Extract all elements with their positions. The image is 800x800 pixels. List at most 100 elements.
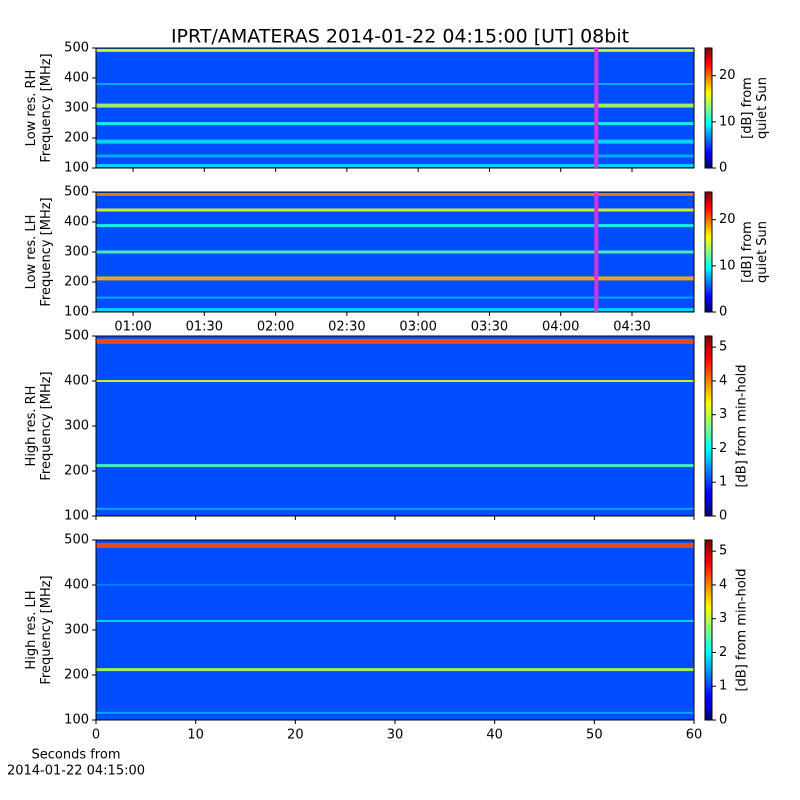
y-tick-label: 300 — [64, 623, 89, 638]
y-tick-label: 200 — [64, 275, 89, 290]
x-axis-label: 2014-01-22 04:15:00 — [7, 764, 145, 779]
colorbar — [704, 335, 713, 517]
colorbar-tick-label: 10 — [719, 258, 736, 273]
y-axis-label: Low res. RH — [24, 70, 39, 147]
x-tick-label: 03:30 — [471, 320, 508, 335]
colorbar — [704, 191, 713, 313]
colorbar-tick-label: 1 — [719, 679, 727, 694]
y-tick-label: 500 — [64, 185, 89, 200]
colorbar-label: [dB] from min-hold — [735, 568, 750, 691]
x-tick-label: 02:30 — [328, 320, 365, 335]
y-tick-label: 300 — [64, 245, 89, 260]
colorbar-tick-label: 3 — [719, 611, 727, 626]
x-tick-label: 40 — [486, 728, 503, 743]
colorbar-tick-label: 2 — [719, 645, 727, 660]
y-tick-label: 300 — [64, 419, 89, 434]
y-axis-label: Low res. LH — [24, 215, 39, 290]
y-axis-label: Frequency [MHz] — [39, 197, 54, 306]
colorbar-label: [dB] from — [740, 77, 755, 139]
x-axis-label: Seconds from — [31, 748, 120, 763]
colorbar-label: quiet Sun — [755, 221, 770, 283]
colorbar — [704, 539, 713, 721]
colorbar-tick-label: 0 — [719, 509, 727, 524]
y-axis-label: Frequency [MHz] — [39, 371, 54, 480]
spectrogram-band — [96, 308, 694, 312]
y-tick-label: 400 — [64, 71, 89, 86]
x-tick-label: 01:00 — [114, 320, 151, 335]
y-tick-label: 400 — [64, 215, 89, 230]
y-tick-label: 300 — [64, 101, 89, 116]
spectrogram-band — [96, 103, 694, 108]
y-tick-label: 400 — [64, 578, 89, 593]
x-tick-label: 50 — [586, 728, 603, 743]
x-tick-label: 04:30 — [613, 320, 650, 335]
spectrogram-image — [96, 336, 694, 516]
x-tick-label: 04:00 — [542, 320, 579, 335]
colorbar-tick-label: 4 — [719, 373, 727, 388]
spectrogram-band — [96, 542, 694, 548]
spectrogram-band — [96, 507, 694, 510]
spectrogram-band — [96, 224, 694, 228]
colorbar-tick-label: 0 — [719, 161, 727, 176]
spectrogram-band — [96, 122, 694, 126]
colorbar-tick-label: 2 — [719, 441, 727, 456]
spectrogram-band — [96, 250, 694, 254]
panel: 100 200 300 400 500 High res. RH Frequency [MH… — [24, 329, 750, 524]
colorbar-tick-label: 20 — [719, 212, 736, 227]
colorbar-tick-label: 0 — [719, 713, 727, 728]
y-tick-label: 100 — [64, 161, 89, 176]
x-tick-label: 03:00 — [399, 320, 436, 335]
chart-title: IPRT/AMATERAS 2014-01-22 04:15:00 [UT] 0… — [171, 26, 629, 48]
x-tick-label: 02:00 — [257, 320, 294, 335]
colorbar-tick-label: 4 — [719, 577, 727, 592]
panel: 01:00 01:30 02:00 02:30 03:00 03:30 04:00 04:30… — [24, 185, 770, 335]
y-axis-label: Frequency [MHz] — [39, 575, 54, 684]
spectrogram-band — [96, 276, 694, 281]
spectrogram-band — [96, 464, 694, 468]
colorbar-tick-label: 20 — [719, 68, 736, 83]
colorbar-tick-label: 5 — [719, 544, 727, 559]
y-tick-label: 100 — [64, 305, 89, 320]
spectrogram-band — [96, 48, 694, 52]
y-tick-label: 200 — [64, 131, 89, 146]
x-tick-label: 60 — [686, 728, 703, 743]
x-tick-label: 0 — [92, 728, 100, 743]
spectrogram-band — [96, 296, 694, 299]
colorbar-label: [dB] from — [740, 221, 755, 283]
spectrogram-band — [96, 711, 694, 714]
spectrogram-band — [96, 668, 694, 672]
spectrogram-image — [96, 540, 694, 720]
spectrogram-image — [96, 48, 694, 168]
y-axis-label: High res. RH — [24, 386, 39, 467]
colorbar-tick-label: 0 — [719, 305, 727, 320]
x-tick-label: 10 — [187, 728, 204, 743]
colorbar-tick-label: 1 — [719, 475, 727, 490]
y-tick-label: 200 — [64, 668, 89, 683]
y-tick-label: 500 — [64, 329, 89, 344]
spectrogram-band — [96, 338, 694, 344]
spectrogram-band — [96, 164, 694, 168]
y-tick-label: 100 — [64, 509, 89, 524]
spectrogram-band — [96, 192, 694, 196]
y-axis-label: Frequency [MHz] — [39, 53, 54, 162]
y-tick-label: 200 — [64, 464, 89, 479]
x-tick-label: 30 — [387, 728, 404, 743]
x-tick-label: 01:30 — [186, 320, 223, 335]
y-tick-label: 500 — [64, 533, 89, 548]
x-tick-label: 20 — [287, 728, 304, 743]
colorbar-tick-label: 5 — [719, 340, 727, 355]
y-tick-label: 400 — [64, 374, 89, 389]
spectrogram-band — [96, 620, 694, 622]
spectrogram-band — [96, 380, 694, 382]
y-tick-label: 500 — [64, 41, 89, 56]
y-axis-label: High res. LH — [24, 590, 39, 669]
spectrogram-band — [96, 154, 694, 158]
spectrogram-band — [96, 139, 694, 144]
colorbar-label: quiet Sun — [755, 77, 770, 139]
colorbar-tick-label: 10 — [719, 114, 736, 129]
spectrogram-band — [96, 208, 694, 212]
